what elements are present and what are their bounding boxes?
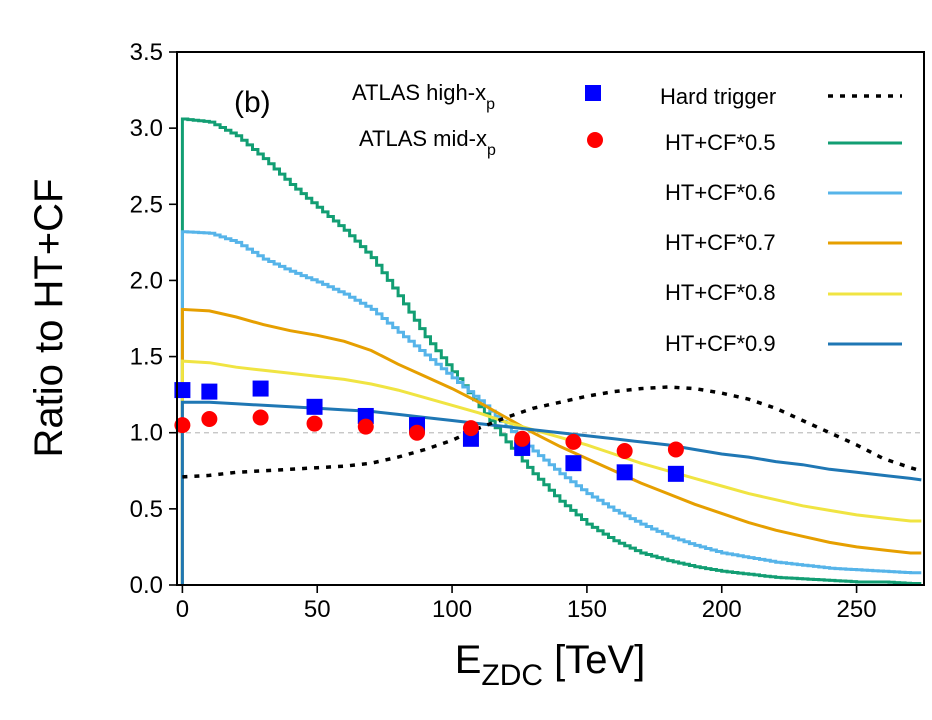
y-tick-label: 3.0 <box>130 115 163 142</box>
legend-label-cf08: HT+CF*0.8 <box>665 280 776 305</box>
x-tick-label: 200 <box>702 596 742 623</box>
series-line-hard-trigger <box>182 385 922 479</box>
legend: ATLAS high-xp ATLAS mid-xp Hard trigger … <box>352 80 902 356</box>
x-tick-label: 50 <box>304 596 331 623</box>
atlas-high-point <box>201 383 218 400</box>
atlas-high-point <box>616 464 633 481</box>
legend-marker-atlas-mid <box>587 132 603 148</box>
atlas-mid-point <box>174 417 191 434</box>
y-tick-label: 2.0 <box>130 267 163 294</box>
atlas-mid-point <box>667 441 684 458</box>
series-line-cf06 <box>180 230 922 585</box>
panel-label: (b) <box>234 86 271 119</box>
legend-label-atlas-high: ATLAS high-xp <box>352 80 495 113</box>
legend-label-cf07: HT+CF*0.7 <box>665 230 776 255</box>
series-line-cf05 <box>180 117 922 585</box>
x-tick-label: 150 <box>567 596 607 623</box>
y-tick-label: 1.0 <box>130 420 163 447</box>
y-axis-title: Ratio to HT+CF <box>27 179 71 458</box>
legend-label-cf06: HT+CF*0.6 <box>665 180 776 205</box>
series-line-cf07 <box>180 307 922 585</box>
x-tick-label: 0 <box>176 596 189 623</box>
y-tick-label: 0.0 <box>130 572 163 599</box>
atlas-mid-point <box>565 433 582 450</box>
legend-label-cf09: HT+CF*0.9 <box>665 331 776 356</box>
legend-label-cf05: HT+CF*0.5 <box>665 130 776 155</box>
atlas-mid-point <box>514 430 531 447</box>
plot-area <box>174 117 924 585</box>
atlas-high-point <box>667 465 684 482</box>
series-line-cf09 <box>180 400 922 585</box>
axis-ticks: 0 50 100 150 200 250 0.0 0.5 1.0 1.5 2.0 2.5 3.0 3.5 <box>130 39 877 623</box>
y-tick-label: 0.5 <box>130 496 163 523</box>
atlas-mid-point <box>306 415 323 432</box>
atlas-mid-point <box>616 442 633 459</box>
atlas-mid-point <box>201 411 218 428</box>
axes-box <box>176 51 925 586</box>
y-tick-label: 1.5 <box>130 344 163 371</box>
legend-label-atlas-mid: ATLAS mid-xp <box>359 126 496 159</box>
atlas-high-point <box>252 380 269 397</box>
legend-marker-atlas-high <box>585 85 601 101</box>
atlas-mid-point <box>252 409 269 426</box>
atlas-high-point <box>174 382 191 399</box>
legend-label-hard-trigger: Hard trigger <box>660 84 776 109</box>
y-tick-label: 3.5 <box>130 39 163 66</box>
atlas-high-point <box>306 398 323 415</box>
atlas-high-point <box>565 455 582 472</box>
atlas-mid-point <box>357 418 374 435</box>
plot-frame <box>176 51 925 586</box>
y-tick-label: 2.5 <box>130 191 163 218</box>
series-line-cf08 <box>180 359 922 585</box>
x-tick-label: 250 <box>837 596 877 623</box>
x-tick-label: 100 <box>432 596 472 623</box>
atlas-mid-point <box>409 424 426 441</box>
x-axis-title: EZDC [TeV] <box>455 638 646 692</box>
atlas-mid-point <box>462 420 479 437</box>
